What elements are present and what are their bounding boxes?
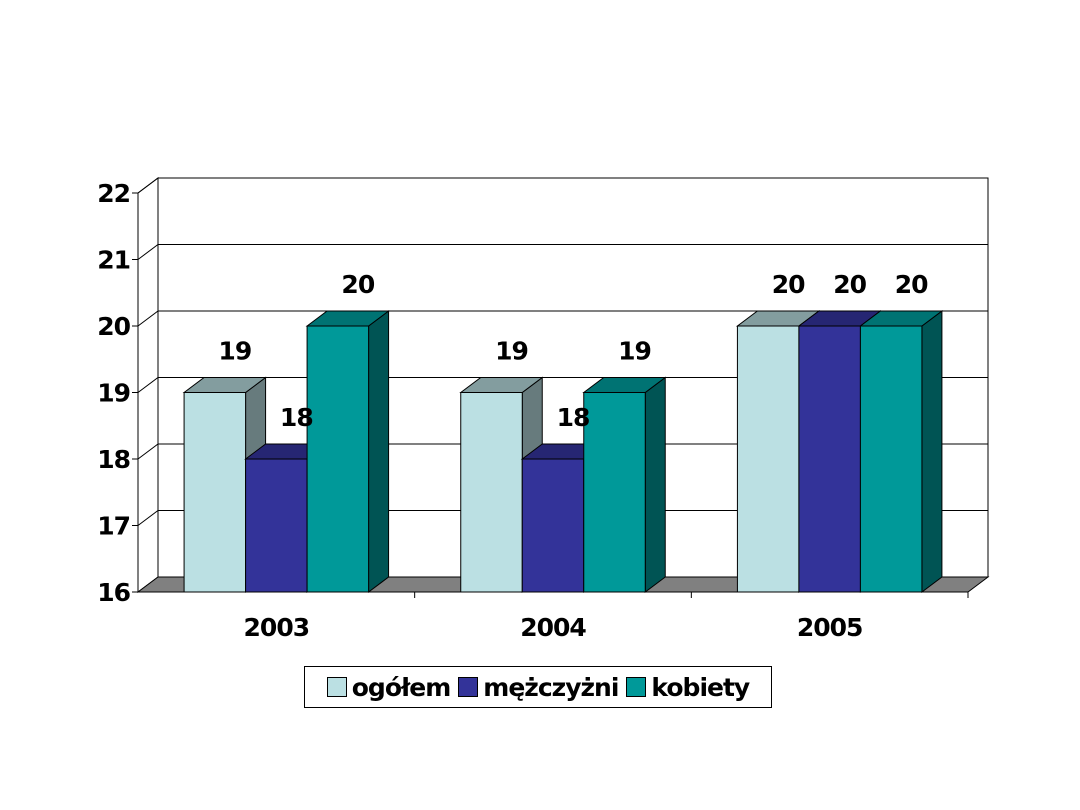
gridline xyxy=(137,177,988,194)
bar-front xyxy=(798,325,861,593)
legend-swatch xyxy=(326,677,347,697)
y-tick-label: 18 xyxy=(97,445,130,474)
legend-label: ogółem xyxy=(351,672,452,702)
gridline xyxy=(137,510,988,526)
x-tick-label: 2005 xyxy=(797,613,863,642)
bar-front xyxy=(859,325,923,593)
gridline xyxy=(137,443,988,460)
data-label: 19 xyxy=(495,337,528,366)
bar-front xyxy=(245,458,308,593)
bar-side xyxy=(368,310,390,593)
data-label: 20 xyxy=(895,270,928,299)
data-label: 18 xyxy=(280,403,313,432)
bar-side xyxy=(644,376,666,593)
gridline xyxy=(137,244,988,260)
y-tick-label: 21 xyxy=(97,246,130,275)
legend-swatch xyxy=(626,677,647,697)
bar-front xyxy=(521,458,585,593)
bar-front xyxy=(736,325,800,593)
legend: ogółem mężczyżni kobiety xyxy=(304,666,772,708)
bar-front xyxy=(460,392,523,593)
bar-front xyxy=(583,392,646,593)
legend-swatch xyxy=(458,677,479,697)
data-label: 20 xyxy=(833,270,866,299)
y-tick-label: 16 xyxy=(97,578,130,607)
legend-item: mężczyżni xyxy=(458,672,619,702)
data-label: 18 xyxy=(557,403,590,432)
legend-label: mężczyżni xyxy=(483,672,619,702)
gridline xyxy=(137,310,988,327)
labels-layer: 2003 19 18 20 2004 19 18 19 2005 20 20 20 xyxy=(218,270,929,642)
y-tick-label: 19 xyxy=(97,379,130,408)
legend-item: kobiety xyxy=(626,672,750,702)
bar-front xyxy=(306,325,370,593)
bar-front xyxy=(183,392,247,593)
bar xyxy=(858,310,944,593)
bars-layer xyxy=(182,310,944,593)
data-label: 20 xyxy=(772,270,805,299)
y-tick-label: 20 xyxy=(97,312,130,341)
x-tick-label: 2003 xyxy=(244,613,310,642)
data-label: 19 xyxy=(218,337,251,366)
bar xyxy=(182,376,268,593)
bar xyxy=(305,310,391,593)
bar xyxy=(582,376,667,593)
legend-label: kobiety xyxy=(651,672,750,702)
bar-side xyxy=(921,310,943,593)
legend-item: ogółem xyxy=(326,672,452,702)
data-label: 20 xyxy=(341,270,374,299)
y-tick-label: 17 xyxy=(97,512,130,541)
y-tick-label: 22 xyxy=(97,179,130,208)
gridline xyxy=(137,377,988,393)
x-tick-label: 2004 xyxy=(520,613,586,642)
data-label: 19 xyxy=(618,337,651,366)
